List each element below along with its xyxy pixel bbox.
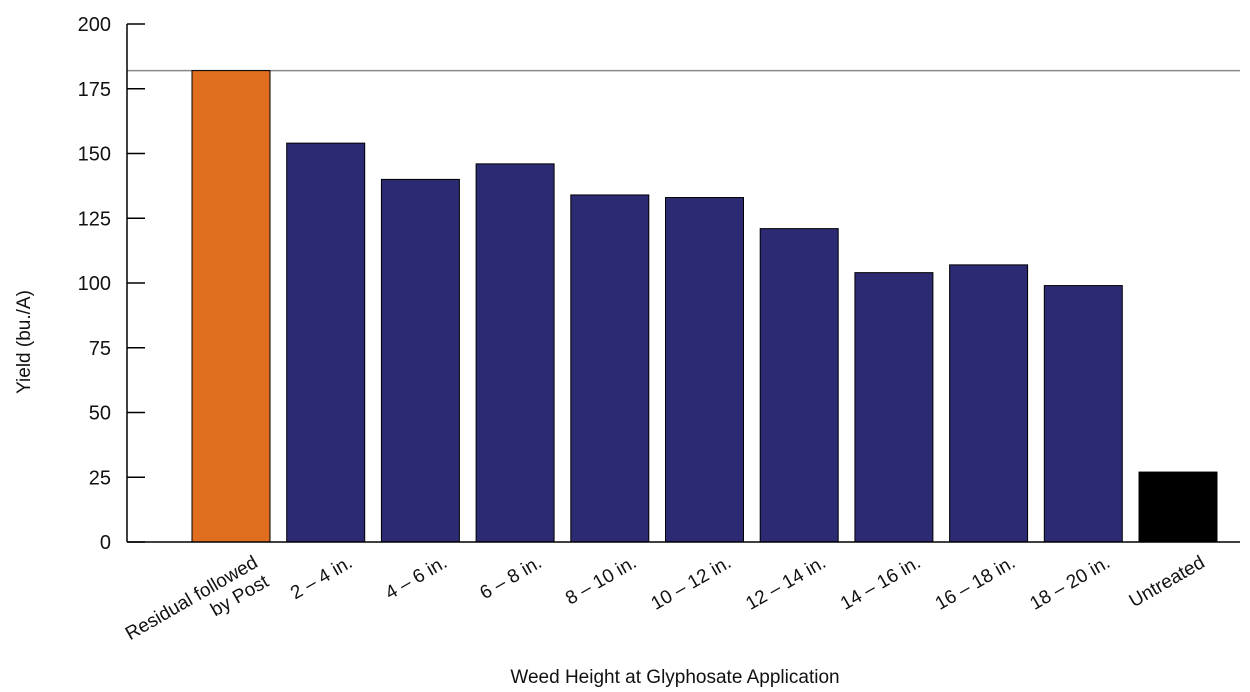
x-category-label-line: 14 – 16 in. xyxy=(837,552,924,615)
x-category-label-line: 18 – 20 in. xyxy=(1026,552,1113,615)
x-category-label: 10 – 12 in. xyxy=(648,552,735,615)
x-category-label-line: 16 – 18 in. xyxy=(932,552,1019,615)
x-category-label: Untreated xyxy=(1126,552,1209,612)
x-category-label-layer: Residual followedby Post 2 – 4 in. 4 – 6 i… xyxy=(122,552,1209,664)
x-category-label: 6 – 8 in. xyxy=(477,552,546,604)
x-category-label: 18 – 20 in. xyxy=(1026,552,1113,615)
bar xyxy=(665,197,744,543)
x-category-label: 12 – 14 in. xyxy=(742,552,829,615)
x-category-label-line: 4 – 6 in. xyxy=(382,552,451,604)
bar xyxy=(475,163,555,543)
y-tick-label: 50 xyxy=(89,403,111,425)
y-tick-label: 175 xyxy=(78,79,111,101)
y-tick-label: 25 xyxy=(89,467,111,489)
x-category-label: 2 – 4 in. xyxy=(287,552,356,604)
bar xyxy=(286,142,366,543)
x-category-label: Residual followedby Post xyxy=(122,552,273,664)
x-category-label-line: 6 – 8 in. xyxy=(477,552,546,604)
y-tick-label: 100 xyxy=(78,273,111,295)
bar xyxy=(570,194,650,543)
x-axis-title: Weed Height at Glyphosate Application xyxy=(510,667,839,688)
y-tick-label: 0 xyxy=(100,532,111,554)
bar xyxy=(1138,471,1218,543)
y-tick-layer: 0 25 50 75 100 125 150 175 200 xyxy=(78,14,145,554)
x-category-label: 16 – 18 in. xyxy=(932,552,1019,615)
x-category-label-line: 10 – 12 in. xyxy=(648,552,735,615)
bar xyxy=(854,272,934,543)
x-category-label-line: 12 – 14 in. xyxy=(742,552,829,615)
x-category-label: 4 – 6 in. xyxy=(382,552,451,604)
x-category-label: 8 – 10 in. xyxy=(562,552,640,609)
bar xyxy=(949,264,1029,543)
x-category-label-line: 2 – 4 in. xyxy=(287,552,356,604)
x-category-label-line: Untreated xyxy=(1126,552,1209,612)
bar xyxy=(1043,285,1123,543)
y-tick-label: 75 xyxy=(89,338,111,360)
bars-layer xyxy=(191,70,1218,543)
x-category-label: 14 – 16 in. xyxy=(837,552,924,615)
y-tick-label: 150 xyxy=(78,144,111,166)
y-tick-label: 200 xyxy=(78,14,111,36)
y-axis-title: Yield (bu./A) xyxy=(14,290,35,394)
x-category-label-line: 8 – 10 in. xyxy=(562,552,640,609)
bar xyxy=(759,228,839,543)
bar xyxy=(191,70,271,543)
bar xyxy=(380,178,460,543)
y-tick-label: 125 xyxy=(78,208,111,230)
